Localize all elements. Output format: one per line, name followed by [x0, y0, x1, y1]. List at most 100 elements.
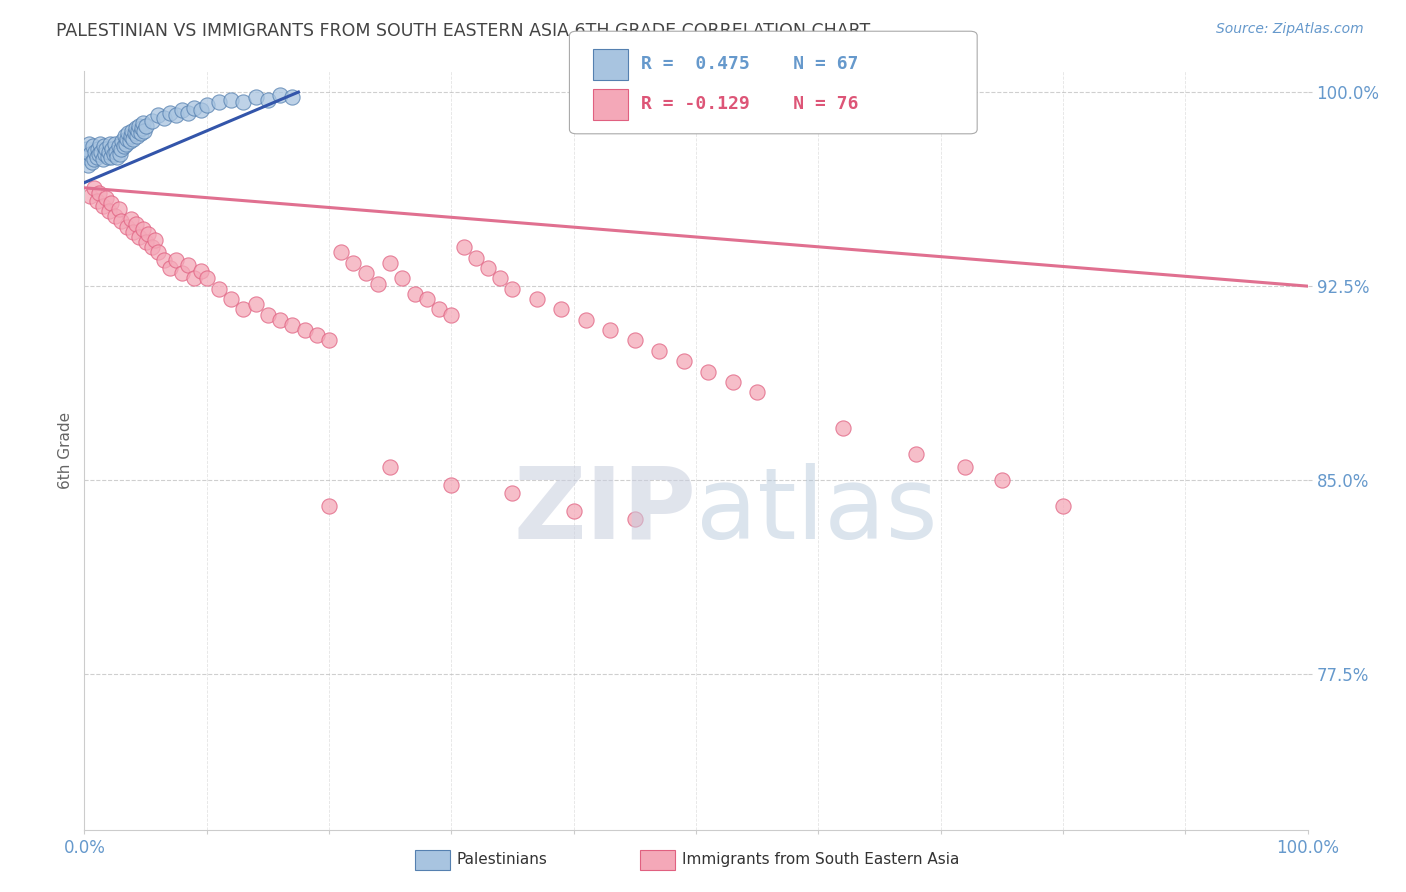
Point [100, 196, 122, 211]
Point [89, 136, 111, 151]
Point [153, 111, 176, 125]
Point [305, 328, 328, 343]
Point [219, 292, 242, 306]
Point [624, 334, 647, 348]
Text: R =  0.475    N = 67: R = 0.475 N = 67 [641, 55, 859, 73]
Point [141, 113, 163, 128]
Point [489, 271, 512, 285]
Point [477, 260, 499, 275]
Text: ZIP: ZIP [513, 463, 696, 559]
Point [526, 292, 548, 306]
Point [1052, 499, 1074, 513]
Point [77, 157, 100, 171]
Point [464, 251, 486, 265]
Point [96, 191, 118, 205]
Point [121, 124, 143, 138]
Text: R = -0.129    N = 76: R = -0.129 N = 76 [641, 95, 859, 113]
Point [118, 134, 141, 148]
Point [502, 282, 524, 296]
Point [721, 375, 744, 389]
Point [257, 308, 280, 322]
Point [79, 147, 101, 161]
Point [128, 230, 150, 244]
Point [129, 127, 152, 141]
Point [146, 108, 169, 122]
Point [83, 153, 105, 167]
Point [953, 460, 976, 475]
Point [190, 103, 212, 118]
Point [86, 150, 108, 164]
Point [294, 323, 316, 337]
Point [105, 150, 128, 164]
Point [502, 486, 524, 500]
Point [269, 312, 291, 326]
Point [105, 145, 128, 159]
Point [127, 124, 149, 138]
Point [208, 282, 231, 296]
Point [111, 134, 134, 148]
Point [93, 139, 115, 153]
Point [80, 155, 103, 169]
Point [208, 95, 231, 110]
Point [380, 460, 402, 475]
Point [122, 131, 145, 145]
Point [143, 233, 166, 247]
Point [87, 142, 110, 156]
Point [94, 147, 117, 161]
Point [120, 211, 142, 226]
Point [624, 512, 647, 526]
Text: Source: ZipAtlas.com: Source: ZipAtlas.com [1216, 22, 1364, 37]
Point [134, 124, 156, 138]
Text: atlas: atlas [696, 463, 938, 559]
Point [132, 116, 155, 130]
Point [747, 385, 769, 400]
Point [165, 253, 187, 268]
Point [159, 105, 181, 120]
Y-axis label: 6th Grade: 6th Grade [58, 412, 73, 489]
Point [136, 227, 159, 242]
Point [183, 271, 205, 285]
Point [110, 142, 132, 156]
Point [391, 271, 413, 285]
Point [91, 199, 114, 213]
Point [232, 302, 254, 317]
Point [103, 147, 125, 161]
Point [172, 266, 194, 280]
Point [367, 277, 389, 291]
Point [440, 478, 463, 492]
Point [115, 219, 138, 234]
Point [132, 222, 155, 236]
Point [90, 145, 112, 159]
Point [177, 105, 200, 120]
Point [562, 504, 585, 518]
Text: Palestinians: Palestinians [457, 853, 548, 867]
Point [75, 150, 97, 164]
Point [232, 95, 254, 110]
Point [416, 292, 439, 306]
Point [108, 147, 131, 161]
Point [135, 119, 157, 133]
Point [115, 131, 138, 145]
Point [380, 256, 402, 270]
Point [159, 260, 181, 275]
Point [257, 93, 280, 107]
Point [991, 473, 1014, 487]
Point [110, 214, 132, 228]
Point [195, 271, 218, 285]
Point [146, 245, 169, 260]
Point [107, 139, 129, 153]
Point [281, 90, 304, 104]
Point [135, 235, 157, 249]
Point [79, 188, 101, 202]
Point [87, 186, 110, 200]
Point [195, 98, 218, 112]
Text: Immigrants from South Eastern Asia: Immigrants from South Eastern Asia [682, 853, 959, 867]
Point [124, 127, 146, 141]
Point [269, 87, 291, 102]
Point [318, 499, 340, 513]
Point [672, 354, 695, 368]
Point [114, 129, 136, 144]
Point [575, 312, 598, 326]
Point [427, 302, 450, 317]
Point [172, 103, 194, 118]
